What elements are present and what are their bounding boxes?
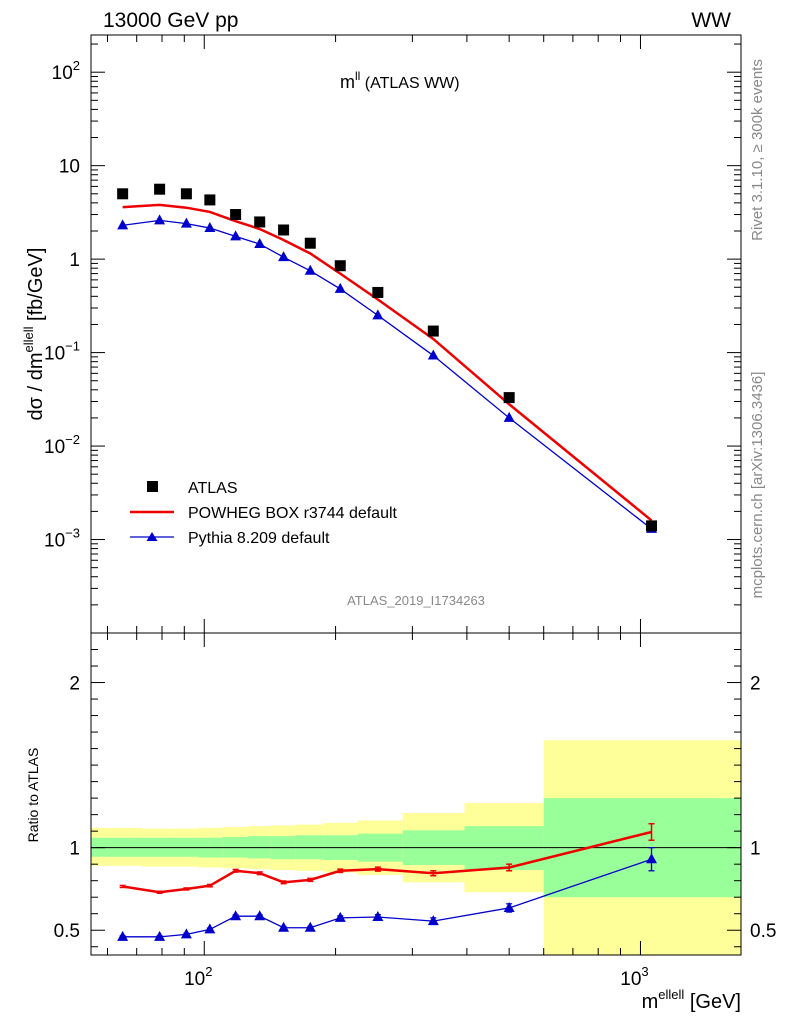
main-plot-content [117,183,658,533]
legend-pythia-marker [146,532,158,541]
atlas-data-point [304,237,316,249]
atlas-data-point [180,188,192,200]
legend-atlas-marker [147,481,158,492]
atlas-data-point [230,209,242,221]
rivet-version-label: Rivet 3.1.10, ≥ 300k events [749,59,766,241]
tick-label-base: 10 [44,437,65,458]
tick-label-exponent: −1 [65,339,80,354]
tick-label-exponent: 2 [205,964,212,979]
mcplots-label: mcplots.cern.ch [arXiv:1306.3436] [749,372,766,599]
title-main: m [340,72,355,92]
pythia-ratio-point [334,911,346,922]
tick-label-base: 1 [69,250,80,271]
main-y-tick-label: 10−2 [44,432,80,458]
ratio-y-tick-label-left: 1 [69,839,80,860]
tick-label-base: 10 [59,157,80,178]
pythia-data-point [117,219,129,230]
tick-label-exponent: −3 [65,526,80,541]
ratio-y-tick-label-right: 1 [750,839,761,860]
x-axis-label: mellell [GeV] [642,987,741,1013]
pythia-ratio-point [646,853,658,864]
tick-label-base: 10 [620,969,641,990]
atlas-data-point [427,325,439,337]
legend-pythia-label: Pythia 8.209 default [188,530,330,547]
x-tick-label: 103 [620,964,648,990]
main-y-axis-label: dσ / dmellell [fb/GeV] [21,248,47,421]
pythia-ratio-point [204,923,216,934]
legend-atlas-label: ATLAS [188,480,238,497]
pythia-ratio-point [503,901,515,912]
pythia-data-point [503,411,515,422]
analysis-watermark: ATLAS_2019_I1734263 [347,593,485,608]
pythia-ratio-point [154,930,166,941]
atlas-data-point [278,224,290,236]
tick-label-base: 10 [184,969,205,990]
ratio-y-tick-label-left: 0.5 [54,921,80,942]
tick-label-base: 10 [44,531,65,552]
main-y-tick-label: 1 [69,250,80,271]
atlas-data-point [254,216,266,228]
pythia-data-point [254,238,266,249]
main-y-tick-label: 102 [52,58,80,84]
ratio-frame [90,632,742,956]
tick-label-exponent: −2 [65,432,80,447]
ylabel-post: [fb/GeV] [25,248,47,327]
pythia-ratio-point [230,910,242,921]
pythia-ratio-point [254,910,266,921]
x-tick-label: 102 [184,964,212,990]
pythia-data-point [427,349,439,360]
plot-title: mll (ATLAS WW) [340,69,460,92]
pythia-ratio-point [427,915,439,926]
ratio-y-tick-label-left: 2 [69,674,80,695]
pythia-data-point [180,217,192,228]
ratio-plot-content [91,740,741,955]
ylabel-pre: dσ / dm [25,353,47,421]
title-sup: ll [355,69,360,83]
xlabel-pre: m [642,991,659,1013]
main-y-tick-label: 10 [59,157,80,178]
atlas-data-point [117,188,129,200]
pythia-ratio-point [180,928,192,939]
tick-label-exponent: 3 [641,964,648,979]
ratio-y-tick-label-right: 0.5 [750,921,776,942]
pythia-ratio-point [117,930,129,941]
ratio-y-axis-label: Ratio to ATLAS [25,748,41,843]
atlas-data-point [372,286,384,298]
legend: ATLAS POWHEG BOX r3744 default Pythia 8.… [130,480,398,547]
header-left-label: 13000 GeV pp [103,9,238,32]
header-right-label: WW [691,9,731,32]
pythia-ratio-point [304,921,316,932]
atlas-data-point [204,194,216,206]
pythia-data-point [204,222,216,233]
tick-label-base: 10 [52,63,73,84]
atlas-data-point [503,392,515,404]
atlas-data-point [646,520,658,532]
xlabel-sup: ellell [658,987,684,1002]
pythia-data-point [334,282,346,293]
legend-powheg-label: POWHEG BOX r3744 default [188,505,398,522]
pythia-data-point [278,251,290,262]
main-y-tick-label: 10−3 [44,526,80,552]
pythia-ratio-point [372,911,384,922]
pythia-data-point [304,264,316,275]
main-y-tick-label: 10−1 [44,339,80,365]
ratio-y-tick-label-right: 2 [750,674,761,695]
atlas-data-point [334,260,346,272]
title-rest: (ATLAS WW) [360,75,459,92]
tick-label-base: 10 [44,344,65,365]
pythia-data-point [372,309,384,320]
xlabel-post: [GeV] [684,991,741,1013]
tick-label-exponent: 2 [73,58,80,73]
pythia-data-point [230,230,242,241]
pythia-data-point [154,214,166,225]
pythia-ratio-point [278,921,290,932]
powheg-series-line [122,203,653,522]
ylabel-sup: ellell [21,326,36,352]
atlas-data-point [154,183,166,195]
